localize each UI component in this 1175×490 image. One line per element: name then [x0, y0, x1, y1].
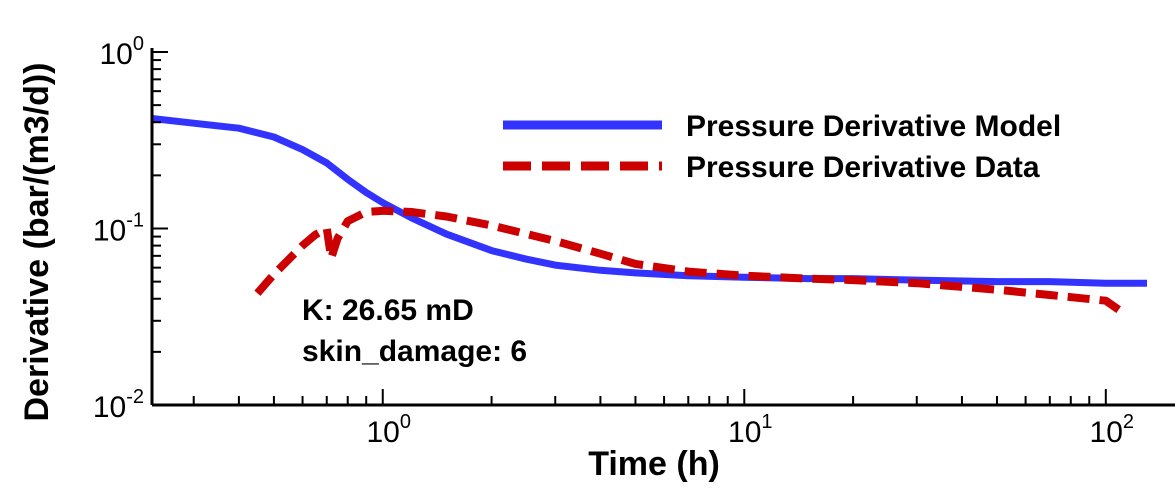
x-axis-label: Time (h): [588, 445, 720, 483]
annotation-permeability: K: 26.65 mD: [302, 294, 474, 327]
legend-label-data: Pressure Derivative Data: [686, 151, 1040, 184]
annotation-skin-damage: skin_damage: 6: [302, 335, 527, 368]
legend: Pressure Derivative Model Pressure Deriv…: [503, 110, 1061, 184]
legend-label-model: Pressure Derivative Model: [686, 110, 1061, 143]
annotations: K: 26.65 mD skin_damage: 6: [302, 294, 527, 368]
series-layer: [151, 115, 1147, 315]
y-tick-label: 100: [100, 33, 145, 71]
x-tick-label: 100: [367, 411, 412, 449]
y-axis-label: Derivative (bar/(m3/d)): [18, 63, 56, 422]
series-line-data: [254, 206, 1124, 315]
series-line-model: [151, 115, 1147, 287]
y-tick-label: 10-2: [93, 386, 144, 424]
axes-layer: 100 101 102 10-2 10-1 100: [93, 33, 1175, 449]
y-tick-label: 10-1: [93, 210, 144, 248]
x-tick-label: 102: [1090, 411, 1135, 449]
x-tick-label: 101: [728, 411, 773, 449]
